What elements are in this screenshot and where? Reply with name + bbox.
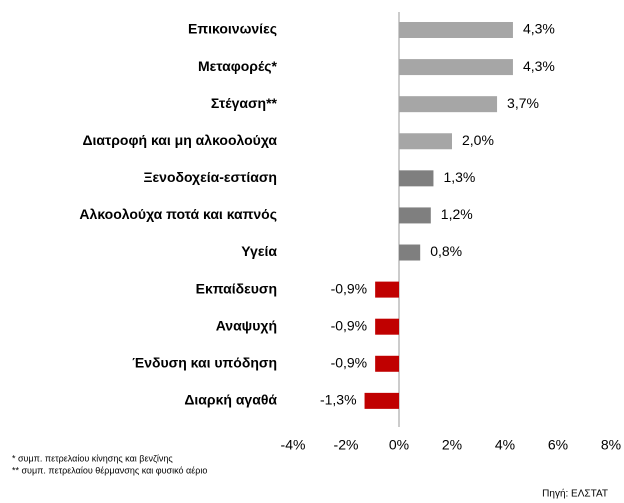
value-label: 3,7%	[507, 95, 539, 111]
category-label: Επικοινωνίες	[188, 21, 277, 37]
footnote: ** συμπ. πετρελαίου θέρμανσης και φυσικό…	[12, 465, 207, 475]
category-label: Διατροφή και μη αλκοολούχα	[82, 132, 277, 148]
source: Πηγή: ΕΛΣΤΑΤ	[542, 488, 608, 500]
category-label: Αναψυχή	[216, 317, 277, 333]
value-label: 4,3%	[523, 21, 555, 37]
bar	[375, 355, 399, 372]
value-label: -0,9%	[331, 280, 368, 296]
footnote: * συμπ. πετρελαίου κίνησης και βενζίνης	[12, 453, 173, 463]
value-label: 4,3%	[523, 58, 555, 74]
category-label: Υγεία	[241, 243, 277, 259]
value-label: 1,2%	[441, 206, 473, 222]
value-label: 2,0%	[462, 132, 494, 148]
bar	[399, 96, 498, 113]
value-label: -1,3%	[320, 392, 357, 408]
bar	[399, 244, 421, 261]
x-tick-label: 2%	[442, 437, 462, 453]
x-tick-label: 4%	[495, 437, 515, 453]
x-tick-label: -4%	[281, 437, 306, 453]
category-label: Ένδυση και υπόδηση	[132, 354, 277, 370]
bar	[399, 170, 434, 187]
category-label: Εκπαίδευση	[196, 280, 277, 296]
category-label: Αλκοολούχα ποτά και καπνός	[79, 206, 277, 222]
x-tick-label: 0%	[389, 437, 409, 453]
category-label: Διαρκή αγαθά	[184, 392, 277, 408]
bar	[399, 59, 513, 76]
x-tick-label: -2%	[334, 437, 359, 453]
value-label: 0,8%	[430, 243, 462, 259]
bar	[399, 133, 452, 150]
value-label: 1,3%	[443, 169, 475, 185]
bar	[375, 281, 399, 298]
category-label: Μεταφορές*	[198, 58, 278, 74]
x-tick-label: 8%	[601, 437, 621, 453]
value-label: -0,9%	[331, 354, 368, 370]
bar	[364, 392, 399, 409]
bar	[399, 207, 431, 224]
category-label: Ξενοδοχεία-εστίαση	[144, 169, 278, 185]
bar	[399, 22, 513, 38]
category-label: Στέγαση**	[211, 95, 278, 111]
value-label: -0,9%	[331, 317, 368, 333]
bar	[375, 318, 399, 335]
x-tick-label: 6%	[548, 437, 568, 453]
